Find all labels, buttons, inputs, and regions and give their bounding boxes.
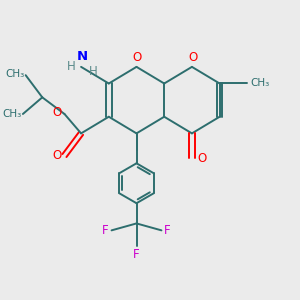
Text: H: H bbox=[67, 60, 76, 74]
Text: F: F bbox=[102, 224, 109, 237]
Text: O: O bbox=[52, 149, 61, 162]
Text: H: H bbox=[89, 64, 98, 77]
Text: O: O bbox=[197, 152, 206, 165]
Text: O: O bbox=[52, 106, 61, 119]
Text: N: N bbox=[77, 50, 88, 63]
Text: O: O bbox=[132, 50, 141, 64]
Text: CH₃: CH₃ bbox=[5, 69, 24, 79]
Text: CH₃: CH₃ bbox=[2, 109, 22, 119]
Text: O: O bbox=[189, 50, 198, 64]
Text: F: F bbox=[164, 224, 171, 237]
Text: CH₃: CH₃ bbox=[251, 79, 270, 88]
Text: F: F bbox=[133, 248, 140, 261]
